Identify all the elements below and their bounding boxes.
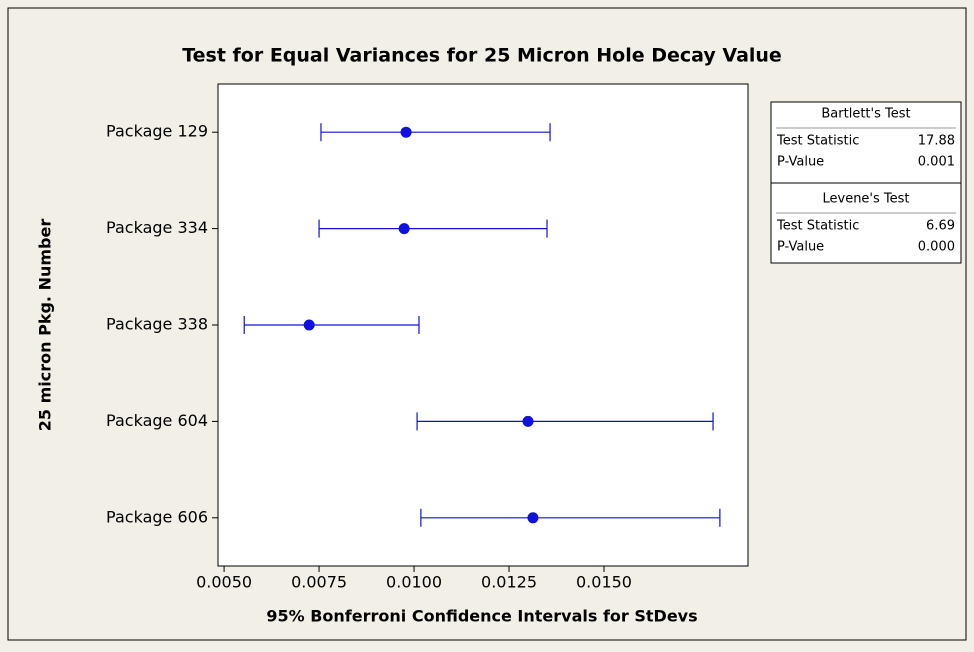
x-tick-label: 0.0125	[481, 573, 537, 592]
point	[398, 223, 410, 235]
test-name: Bartlett's Test	[821, 107, 910, 122]
x-axis-label: 95% Bonferroni Confidence Intervals for …	[266, 607, 697, 626]
point	[303, 319, 315, 331]
x-tick-label: 0.0050	[196, 573, 252, 592]
x-tick-label: 0.0075	[291, 573, 347, 592]
y-axis-label: 25 micron Pkg. Number	[36, 219, 55, 432]
point	[522, 415, 534, 427]
point	[527, 512, 539, 524]
chart-title: Test for Equal Variances for 25 Micron H…	[182, 45, 782, 67]
test-name: Levene's Test	[822, 192, 909, 207]
point	[400, 126, 412, 138]
stat-label: P-Value	[777, 155, 824, 170]
x-tick-label: 0.0100	[386, 573, 442, 592]
stat-label: Test Statistic	[776, 219, 859, 234]
stat-value: 0.000	[918, 240, 955, 255]
stat-label: P-Value	[777, 240, 824, 255]
y-tick-label: Package 606	[106, 507, 208, 526]
stat-value: 0.001	[918, 155, 955, 170]
y-tick-label: Package 334	[106, 218, 208, 237]
y-tick-label: Package 604	[106, 411, 208, 430]
x-tick-label: 0.0150	[576, 573, 632, 592]
stat-value: 17.88	[918, 134, 955, 149]
stat-value: 6.69	[926, 219, 955, 234]
y-tick-label: Package 338	[106, 315, 208, 334]
y-tick-label: Package 129	[106, 122, 208, 141]
stat-label: Test Statistic	[776, 134, 859, 149]
